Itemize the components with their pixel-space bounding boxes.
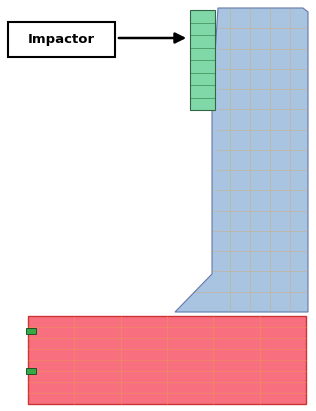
Bar [26, 328, 36, 334]
Bar [8, 22, 115, 57]
Text: Impactor: Impactor [28, 33, 95, 46]
Bar [26, 368, 36, 374]
Bar [28, 316, 306, 404]
Bar [190, 10, 215, 110]
Polygon shape [175, 8, 308, 312]
